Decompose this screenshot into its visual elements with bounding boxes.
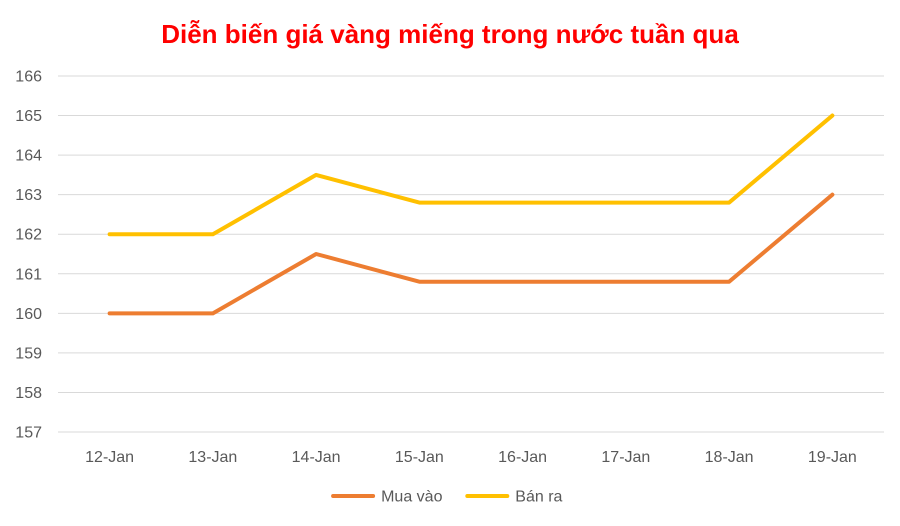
y-tick-label: 159 xyxy=(15,345,42,362)
legend: Mua vào Bán ra xyxy=(331,489,563,506)
y-tick-label: 161 xyxy=(15,266,42,283)
x-axis-ticks: 12-Jan 13-Jan 14-Jan 15-Jan 16-Jan 17-Jan 18-J… xyxy=(85,449,857,466)
y-tick-label: 162 xyxy=(15,227,42,244)
y-tick-label: 166 xyxy=(15,69,42,86)
series-mua-vao xyxy=(107,192,835,316)
legend-label: Bán ra xyxy=(515,489,562,506)
y-tick-label: 158 xyxy=(15,385,42,402)
legend-item: Bán ra xyxy=(465,489,563,506)
x-tick-label: 15-Jan xyxy=(395,449,444,466)
y-tick-label: 157 xyxy=(15,425,42,442)
gridlines xyxy=(58,75,884,433)
x-tick-label: 14-Jan xyxy=(292,449,341,466)
x-tick-label: 18-Jan xyxy=(705,449,754,466)
series-lines xyxy=(107,113,835,316)
x-tick-label: 17-Jan xyxy=(601,449,650,466)
y-tick-label: 160 xyxy=(15,306,42,323)
series-ban-ra xyxy=(107,113,835,237)
x-tick-label: 12-Jan xyxy=(85,449,134,466)
y-tick-label: 165 xyxy=(15,108,42,125)
series-line xyxy=(107,192,835,316)
y-tick-label: 164 xyxy=(15,148,42,165)
y-tick-label: 163 xyxy=(15,187,42,204)
legend-label: Mua vào xyxy=(381,489,442,506)
x-tick-label: 13-Jan xyxy=(188,449,237,466)
x-tick-label: 16-Jan xyxy=(498,449,547,466)
legend-item: Mua vào xyxy=(331,489,443,506)
y-axis-ticks: 157 158 159 160 161 162 163 164 165 166 xyxy=(15,69,42,442)
x-tick-label: 19-Jan xyxy=(808,449,857,466)
series-line xyxy=(107,113,835,237)
chart-title: Diễn biến giá vàng miếng trong nước tuần… xyxy=(161,19,739,49)
